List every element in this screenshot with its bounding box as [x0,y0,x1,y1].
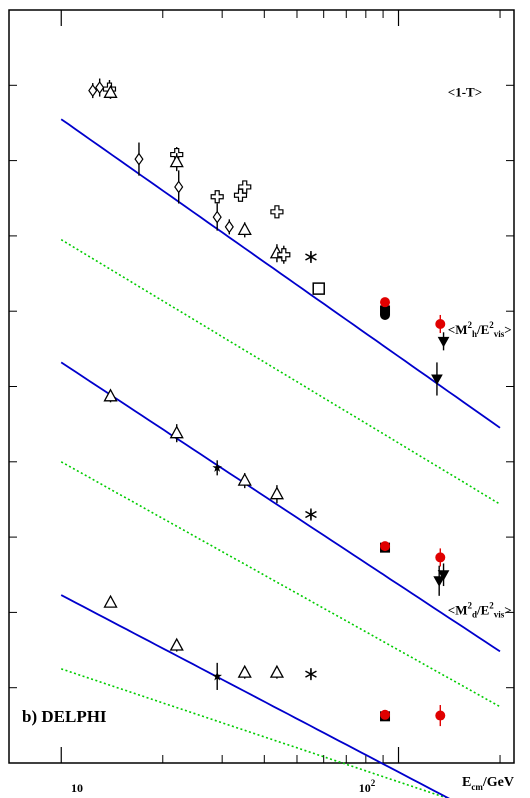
data-point [174,170,184,204]
circle-red-marker [380,297,391,308]
panel-label: <1-T> [448,85,482,100]
triangle-marker [103,84,118,98]
data-point [169,637,184,652]
fit-curve [60,594,450,798]
circle-black-marker [380,309,391,320]
data-point [312,282,325,295]
data-point [212,203,222,231]
lower-curve [60,239,501,505]
data-point [169,424,184,443]
square-marker [312,282,325,295]
data-point [305,250,317,263]
triangle-marker [237,472,252,486]
x-tick-label-100: 102 [359,778,376,795]
data-point [169,153,184,172]
data-point [431,362,443,396]
data-point [437,563,450,587]
fit-curve [60,118,501,429]
data-point [435,705,446,727]
data-point [270,205,284,219]
triangle-marker [169,154,184,168]
data-point [269,664,285,679]
data-point [212,662,222,690]
circle-red-marker [380,541,391,552]
data-point [269,485,285,504]
curves-layer [60,118,501,798]
data-point [237,222,252,238]
diamond-marker [95,81,105,95]
data-point [88,83,98,99]
triangle-marker [103,594,118,608]
x-tick-label-10: 10 [71,781,83,795]
labels-layer: <1-T> <M2h/E2vis> <M2d/E2vis> [448,85,512,620]
data-point [435,314,446,334]
data-point [237,472,252,489]
data-point [380,709,391,720]
triangle-marker [269,664,285,678]
panel-label: <M2d/E2vis> [448,601,512,620]
diamond-marker [88,84,98,98]
diamond-marker [134,152,144,166]
asterisk-stroke [305,510,317,519]
triangle-down-marker [433,576,446,587]
triangle-marker [169,425,184,439]
fit-curve [60,361,501,653]
experiment-label: b) DELPHI [22,707,107,726]
triangle-marker [269,486,285,500]
star-marker [212,671,222,681]
triangle-marker [237,222,252,236]
diamond-marker [174,180,184,194]
data-point [238,180,252,194]
data-point [435,548,446,567]
data-point [210,190,224,204]
star-marker [212,462,222,472]
triangle-marker [237,664,252,678]
axis-ticks [9,10,514,763]
data-point [103,388,118,403]
asterisk-stroke [305,670,317,678]
x-axis-label: Ecm/GeV [462,775,514,792]
data-point [134,142,144,176]
data-point [237,664,252,679]
data-point [305,668,317,681]
lower-curve [60,461,501,708]
data-point [103,594,118,608]
data-point [277,245,291,264]
data-point [224,219,234,235]
panel-label: <M2h/E2vis> [448,320,512,339]
triangle-down-marker [431,374,443,385]
data-point [305,508,317,521]
cross-marker [238,180,252,194]
data-point [103,84,118,99]
data-point [380,541,391,552]
data-point [212,460,222,476]
cross-marker [270,205,284,219]
triangle-marker [103,388,118,402]
data-point [437,332,450,351]
data-point [433,565,446,596]
triangle-down-marker [437,570,450,581]
triangle-down-marker [437,336,450,348]
data-point [95,78,105,97]
points-layer [88,78,450,727]
triangle-marker [169,637,184,651]
plot-frame [8,9,515,764]
circle-red-marker [380,709,391,720]
circle-red-marker [435,552,446,563]
cross-marker [210,190,224,204]
circle-red-marker [435,319,446,330]
lower-curve [60,668,450,798]
data-point [380,297,391,308]
diamond-marker [212,210,222,224]
data-point [380,309,391,320]
diamond-marker [224,220,234,234]
asterisk-stroke [305,253,317,261]
circle-red-marker [435,710,446,721]
cross-marker [277,248,291,262]
